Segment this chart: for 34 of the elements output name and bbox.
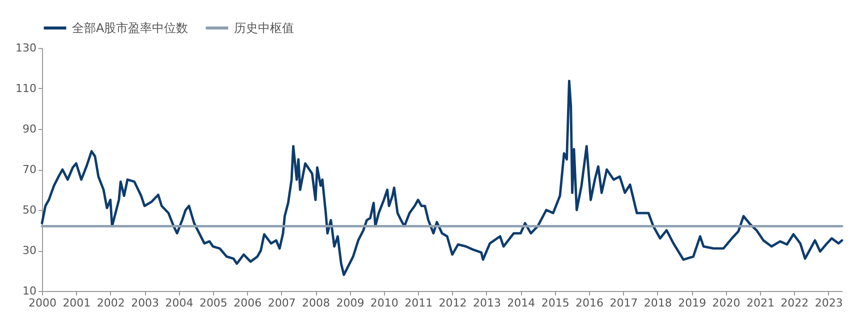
y-tick-label: 90 — [22, 122, 36, 136]
x-tick-label: 2016 — [576, 296, 604, 310]
x-tick-label: 2021 — [746, 296, 774, 310]
x-tick-label: 2017 — [610, 296, 638, 310]
x-tick-label: 2007 — [268, 296, 296, 310]
y-tick-label: 50 — [22, 204, 36, 216]
x-tick-label: 2010 — [370, 296, 398, 310]
y-tick-label: 10 — [22, 284, 36, 298]
x-tick-label: 2013 — [472, 296, 501, 310]
x-tick-label: 2000 — [28, 296, 56, 310]
x-tick-label: 2011 — [404, 296, 433, 310]
x-tick-label: 2001 — [62, 296, 91, 310]
y-tick-label: 110 — [16, 82, 36, 95]
line-series — [40, 80, 844, 276]
x-tick-label: 2019 — [678, 296, 706, 310]
x-tick-label: 2009 — [336, 296, 364, 310]
x-tick-label: 2014 — [507, 296, 536, 310]
x-tick-label: 2005 — [199, 296, 228, 310]
y-tick-label: 30 — [22, 244, 36, 257]
legend-label: 历史中枢值 — [234, 21, 294, 35]
x-tick-label: 2018 — [644, 296, 672, 310]
x-tick-label: 2002 — [96, 296, 125, 310]
x-tick-label: 2004 — [165, 296, 194, 310]
y-tick-label: 70 — [22, 163, 36, 176]
x-tick-label: 2006 — [234, 296, 262, 310]
y-tick-label: 130 — [16, 42, 36, 54]
x-tick-label: 2015 — [541, 296, 570, 310]
x-tick-label: 2022 — [780, 296, 809, 310]
x-tick-label: 2012 — [438, 296, 467, 310]
legend-label: 全部A股市盈率中位数 — [72, 21, 188, 35]
x-tick-label: 2023 — [814, 296, 843, 310]
x-tick-label: 2003 — [131, 296, 160, 310]
x-tick-label: 2008 — [302, 296, 330, 310]
x-tick-label: 2020 — [712, 296, 740, 310]
